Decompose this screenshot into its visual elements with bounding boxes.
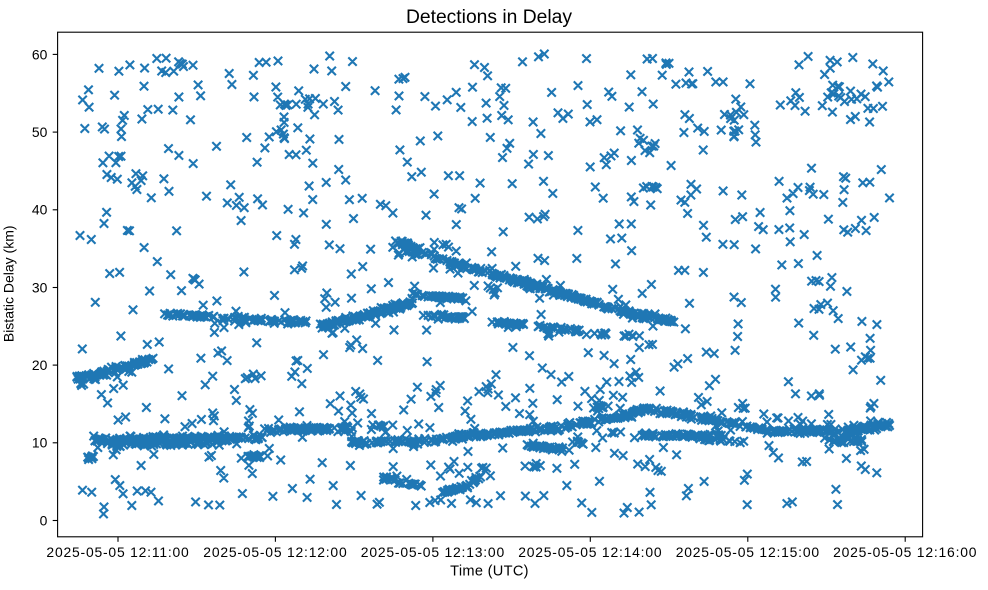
svg-text:2025-05-05 12:12:00: 2025-05-05 12:12:00	[203, 544, 347, 560]
svg-text:10: 10	[32, 435, 48, 451]
svg-text:40: 40	[32, 202, 48, 218]
svg-text:Detections in Delay: Detections in Delay	[406, 7, 572, 28]
svg-text:50: 50	[32, 124, 48, 140]
svg-text:0: 0	[40, 512, 48, 528]
svg-text:2025-05-05 12:14:00: 2025-05-05 12:14:00	[518, 544, 662, 560]
svg-text:Time (UTC): Time (UTC)	[450, 564, 529, 580]
svg-text:20: 20	[32, 357, 48, 373]
svg-text:Bistatic Delay (km): Bistatic Delay (km)	[1, 225, 17, 342]
svg-text:2025-05-05 12:16:00: 2025-05-05 12:16:00	[833, 544, 977, 560]
svg-text:2025-05-05 12:13:00: 2025-05-05 12:13:00	[361, 544, 505, 560]
svg-text:2025-05-05 12:15:00: 2025-05-05 12:15:00	[676, 544, 820, 560]
svg-text:60: 60	[32, 46, 48, 62]
svg-text:2025-05-05 12:11:00: 2025-05-05 12:11:00	[46, 544, 189, 560]
svg-text:30: 30	[32, 279, 48, 295]
